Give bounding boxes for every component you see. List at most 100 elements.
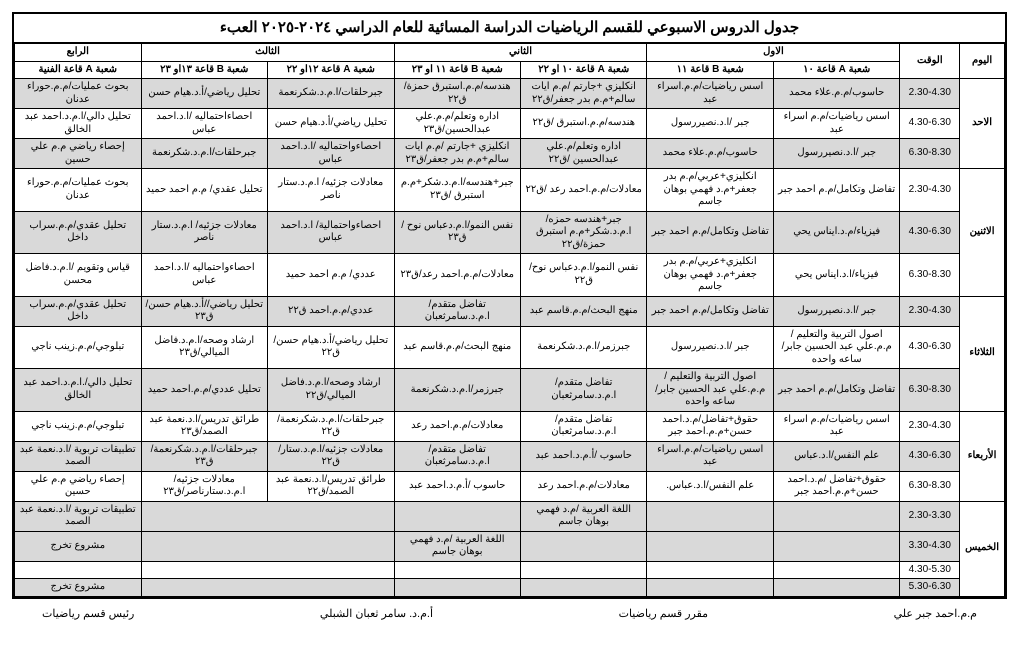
cell: اداره وتعلم/م.علي عبدالحسين /ق٢٢ xyxy=(520,139,646,169)
cell: جبرحلقات/ا.م.د.شكرنعمة/ق٢٣ xyxy=(141,441,267,471)
cell: معادلات/م.م.احمد رعد xyxy=(394,411,520,441)
day-cell: الأربعاء xyxy=(960,411,1005,501)
cell: جبرحلقات/ا.م.د.شكرنعمة xyxy=(268,79,394,109)
cell: تبلوجي/م.م.زينب ناجي xyxy=(15,411,142,441)
cell: تفاضل متقدم/ا.م.د.سامرثعبان xyxy=(394,296,520,326)
time-cell: 6.30-8.30 xyxy=(900,254,960,297)
time-cell: 4.30-6.30 xyxy=(900,441,960,471)
table-row: 4.30-6.30اسس رياضيات/م.م اسراء عبدجبر /ا… xyxy=(15,109,1005,139)
cell: معادلات جزئيه/ا.م.د.ستار/ق٢٢ xyxy=(268,441,394,471)
time-cell: 6.30-8.30 xyxy=(900,369,960,412)
cell: حقوق+تفاضل /م.د.احمد حسن+م.م.احمد جبر xyxy=(773,471,899,501)
cell: اللغة العربية /م.د فهمي بوهان جاسم xyxy=(394,531,520,561)
cell: حاسوب /أ.م.د.احمد عبد xyxy=(520,441,646,471)
cell xyxy=(773,561,899,579)
schedule-table: اليوم الوقت الاول الثاني الثالث الرابع ش… xyxy=(14,43,1005,597)
cell: تحليل عقدي/ م.م احمد حميد xyxy=(141,169,267,212)
cell xyxy=(520,561,646,579)
cell: جبر /ا.د.نصيررسول xyxy=(773,296,899,326)
cell xyxy=(647,579,773,597)
cell: طرائق تدريس/ا.د.نعمة عبد الصمد/ق٢٣ xyxy=(141,411,267,441)
level-2: الثاني xyxy=(394,44,647,62)
time-cell: 4.30-5.30 xyxy=(900,561,960,579)
cell xyxy=(394,561,520,579)
col-time: الوقت xyxy=(900,44,960,79)
cell: إحصاء رياضي م.م علي حسين xyxy=(15,471,142,501)
cell: اسس رياضيات/م.م اسراء عبد xyxy=(773,411,899,441)
footer-a: م.م.احمد جبر علي xyxy=(894,607,977,620)
cell: معادلات/م.م.احمد رعد/ق٢٣ xyxy=(394,254,520,297)
cell xyxy=(141,501,394,531)
cell: احصاءواحتماليه /ا.د.احمد عباس xyxy=(268,139,394,169)
time-cell: 2.30-3.30 xyxy=(900,501,960,531)
day-cell: الخميس xyxy=(960,501,1005,596)
cell: معادلات جزئيه/ا.م.د.ستارناصر/ق٢٣ xyxy=(141,471,267,501)
day-cell: الاحد xyxy=(960,79,1005,169)
cell: تحليل دالي/.ا.م.د.احمد عبد الخالق xyxy=(15,369,142,412)
cell xyxy=(15,561,142,579)
cell: اللغة العربية /م.د فهمي بوهان جاسم xyxy=(520,501,646,531)
room-2: شعبة A قاعة ١٠ او ٢٢ xyxy=(520,61,646,79)
table-header: اليوم الوقت الاول الثاني الثالث الرابع ش… xyxy=(15,44,1005,79)
cell xyxy=(520,579,646,597)
room-1: شعبة B قاعة ١١ xyxy=(647,61,773,79)
col-day: اليوم xyxy=(960,44,1005,79)
schedule-wrapper: جدول الدروس الاسبوعي للقسم الرياضيات الد… xyxy=(12,12,1007,599)
table-row: 6.30-8.30تفاضل وتكامل/م.م احمد جبراصول ا… xyxy=(15,369,1005,412)
cell: مشروع تخرج xyxy=(15,579,142,597)
cell: تفاضل متقدم/ا.م.د.سامرثعبان xyxy=(520,411,646,441)
cell: جبر+هندسه حمزه/ا.م.د.شكر+م.م استبرق حمزة… xyxy=(520,211,646,254)
room-6: شعبة A قاعة الفنية xyxy=(15,61,142,79)
cell: تفاضل وتكامل/م.م احمد جبر xyxy=(647,296,773,326)
time-cell: 4.30-6.30 xyxy=(900,326,960,369)
cell: علم النفس/ا.د.عباس. xyxy=(647,471,773,501)
footer-b: مقرر قسم رياضيات xyxy=(619,607,708,620)
cell: تفاضل وتكامل/م.م احمد جبر xyxy=(773,369,899,412)
cell: حقوق+تفاضل/م.د.احمد حسن+م.م.احمد جبر xyxy=(647,411,773,441)
time-cell: 2.30-4.30 xyxy=(900,296,960,326)
cell xyxy=(141,561,394,579)
cell: انكليزي+عربي/م.م بدر جعفر+م.د فهمي بوهان… xyxy=(647,169,773,212)
cell: تفاضل وتكامل/م.م احمد جبر xyxy=(647,211,773,254)
cell: تحليل عددي/م.م.احمد حميد xyxy=(141,369,267,412)
cell: إحصاء رياضي م.م علي حسين xyxy=(15,139,142,169)
cell: اسس رياضيات/م.م.اسراء عبد xyxy=(647,79,773,109)
cell: بحوث عمليات/م.م.حوراء عدنان xyxy=(15,79,142,109)
cell: اسس رياضيات/م.م اسراء عبد xyxy=(773,109,899,139)
cell: جبر /ا.د.نصيررسول xyxy=(647,326,773,369)
time-cell: 2.30-4.30 xyxy=(900,411,960,441)
cell: جبرزمر/ا.م.د.شكرنعمة xyxy=(520,326,646,369)
cell: جبر /ا.د.نصيررسول xyxy=(647,109,773,139)
cell: تطبيقات تربوية /ا.د.نعمة عبد الصمد xyxy=(15,501,142,531)
room-3: شعبة B قاعة ١١ او ٢٣ xyxy=(394,61,520,79)
cell: تحليل عقدي/م.م.سراب داخل xyxy=(15,211,142,254)
cell: جبرحلقات/ا.م.د.شكرنعمة/ق٢٢ xyxy=(268,411,394,441)
cell: علم النفس/ا.د.عباس xyxy=(773,441,899,471)
time-cell: 5.30-6.30 xyxy=(900,579,960,597)
cell: معادلات جزئيه/ ا.م.د.ستار ناصر xyxy=(141,211,267,254)
cell: تفاضل وتكامل/م.م احمد جبر xyxy=(773,169,899,212)
cell: ارشاد وصحه/ا.م.د.فاضل الميالي/ق٢٢ xyxy=(268,369,394,412)
cell: تبلوجي/م.م.زينب ناجي xyxy=(15,326,142,369)
cell: منهج البحث/م.م.قاسم عبد xyxy=(394,326,520,369)
cell: معادلات جزئيه/ ا.م.د.ستار ناصر xyxy=(268,169,394,212)
cell: معادلات/م.م.احمد رعد /ق٢٢ xyxy=(520,169,646,212)
table-body: الاحد2.30-4.30حاسوب/م.م.علاء محمداسس ريا… xyxy=(15,79,1005,597)
cell: نفس النمو/ا.م.دعباس نوح /ق٢٣ xyxy=(394,211,520,254)
table-row: الأربعاء2.30-4.30اسس رياضيات/م.م اسراء ع… xyxy=(15,411,1005,441)
cell xyxy=(394,501,520,531)
table-row: 4.30-5.30 xyxy=(15,561,1005,579)
level-3: الثالث xyxy=(141,44,394,62)
cell: هندسه/م.م.استبرق حمزة/ق٢٢ xyxy=(394,79,520,109)
time-cell: 2.30-4.30 xyxy=(900,79,960,109)
table-row: 4.30-6.30علم النفس/ا.د.عباساسس رياضيات/م… xyxy=(15,441,1005,471)
time-cell: 4.30-6.30 xyxy=(900,211,960,254)
cell: جبرحلقات/ا.م.د.شكرنعمة xyxy=(141,139,267,169)
cell: طرائق تدريس/ا.د.نعمة عبد الصمد/ق٢٢ xyxy=(268,471,394,501)
table-row: الثلاثاء2.30-4.30جبر /ا.د.نصيررسولتفاضل … xyxy=(15,296,1005,326)
cell xyxy=(141,579,394,597)
cell: تحليل عقدي/م.م.سراب داخل xyxy=(15,296,142,326)
cell xyxy=(394,579,520,597)
time-cell: 6.30-8.30 xyxy=(900,471,960,501)
time-cell: 3.30-4.30 xyxy=(900,531,960,561)
